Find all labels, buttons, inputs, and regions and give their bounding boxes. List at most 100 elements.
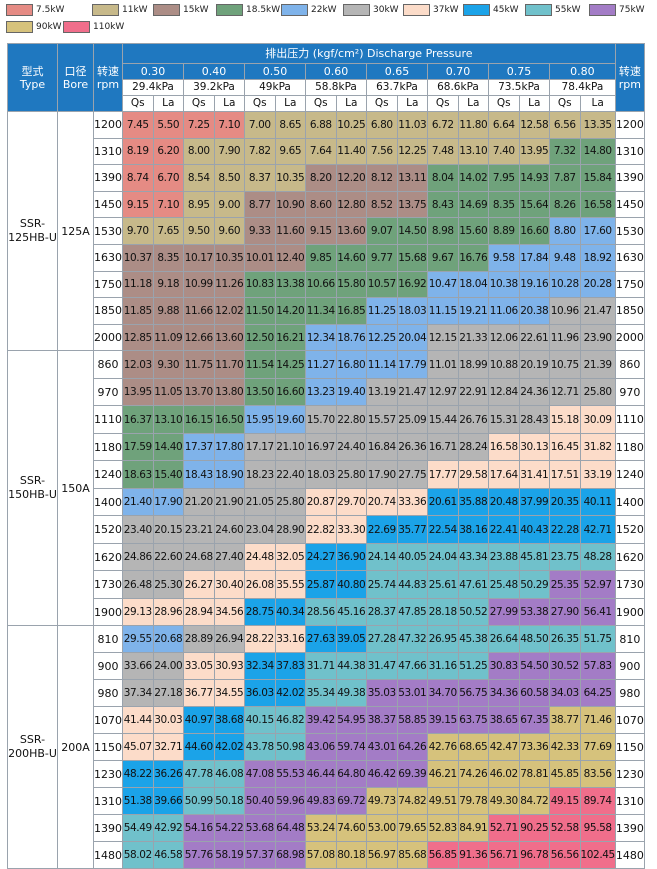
legend-label: 90kW — [36, 22, 62, 32]
qs-value: 42.47 — [488, 733, 520, 762]
qs-value: 21.40 — [122, 487, 154, 517]
la-value: 11.03 — [396, 111, 428, 139]
qs-value: 20.61 — [427, 487, 459, 517]
la-value: 59.74 — [335, 733, 367, 762]
la-value: 14.40 — [152, 432, 184, 462]
la-value: 79.65 — [396, 814, 428, 843]
la-value: 34.55 — [213, 679, 245, 708]
qs-value: 7.00 — [244, 111, 276, 139]
la-header: La — [518, 95, 550, 112]
legend-item: 30kW — [343, 3, 399, 17]
la-value: 91.36 — [457, 841, 489, 869]
model-cell: SSR- 125HB-U — [7, 110, 58, 352]
la-value: 85.68 — [396, 841, 428, 869]
qs-value: 15.70 — [305, 405, 337, 434]
legend-item: 22kW — [281, 3, 337, 17]
qs-value: 10.01 — [244, 243, 276, 272]
type-header: 型式 Type — [7, 43, 58, 112]
la-value: 64.25 — [579, 679, 616, 708]
qs-value: 20.48 — [488, 487, 520, 517]
qs-value: 7.45 — [122, 111, 154, 139]
legend-swatch — [6, 21, 33, 33]
qs-value: 7.95 — [488, 164, 520, 192]
la-value: 25.80 — [335, 460, 367, 489]
qs-value: 23.40 — [122, 515, 154, 544]
la-value: 16.76 — [457, 243, 489, 272]
qs-value: 16.15 — [183, 405, 215, 434]
qs-value: 12.15 — [427, 323, 459, 352]
rpm-cell: 1200 — [93, 111, 123, 139]
la-value: 21.39 — [579, 350, 616, 379]
qs-value: 9.67 — [427, 243, 459, 272]
qs-header: Qs — [183, 95, 215, 112]
rpm-cell-right: 1530 — [614, 217, 645, 245]
rpm-cell-right: 900 — [614, 652, 645, 681]
qs-value: 11.34 — [305, 297, 337, 325]
rpm-cell: 860 — [93, 350, 123, 379]
la-value: 9.30 — [152, 350, 184, 379]
qs-value: 8.74 — [122, 164, 154, 192]
qs-value: 43.78 — [244, 733, 276, 762]
la-value: 47.66 — [396, 652, 428, 681]
qs-value: 31.16 — [427, 652, 459, 681]
qs-value: 25.35 — [549, 570, 581, 599]
qs-value: 16.37 — [122, 405, 154, 434]
la-value: 10.35 — [213, 243, 245, 272]
qs-value: 40.97 — [183, 706, 215, 735]
la-value: 55.53 — [274, 760, 306, 789]
table-row: 1390 8.74 6.70 8.54 8.50 8.37 10.35 8.20 12.20 8.… — [8, 164, 645, 192]
table-row: 980 37.34 27.18 36.77 34.55 36.03 42.02 35.34 49… — [8, 679, 645, 708]
qs-value: 16.71 — [427, 432, 459, 462]
table-row: 1180 17.59 14.40 17.37 17.80 17.17 21.10 16.97 2… — [8, 432, 645, 462]
qs-value: 6.72 — [427, 111, 459, 139]
qs-value: 26.35 — [549, 625, 581, 654]
legend-swatch — [153, 4, 180, 16]
la-value: 44.83 — [396, 570, 428, 599]
legend-label: 110kW — [93, 22, 125, 32]
table-row: 1450 9.15 7.10 8.95 9.00 8.77 10.90 8.60 12.80 8.… — [8, 190, 645, 219]
la-value: 48.28 — [579, 542, 616, 572]
bore-cell: 125A — [57, 110, 94, 352]
la-value: 18.76 — [335, 323, 367, 352]
la-value: 10.90 — [274, 190, 306, 219]
qs-value: 47.78 — [183, 760, 215, 789]
qs-value: 20.87 — [305, 487, 337, 517]
la-value: 13.95 — [518, 137, 550, 166]
qs-value: 11.50 — [244, 297, 276, 325]
qs-value: 26.95 — [427, 625, 459, 654]
bore-cell: 200A — [57, 625, 94, 869]
qs-value: 57.37 — [244, 841, 276, 869]
table-row: 1230 48.22 36.26 47.78 46.08 47.08 55.53 46.44 6… — [8, 760, 645, 789]
la-value: 24.40 — [335, 432, 367, 462]
la-value: 16.60 — [518, 217, 550, 245]
la-value: 12.80 — [335, 190, 367, 219]
qs-value: 10.88 — [488, 350, 520, 379]
la-value: 52.97 — [579, 570, 616, 599]
la-value: 28.43 — [518, 405, 550, 434]
la-value: 14.20 — [274, 297, 306, 325]
qs-header: Qs — [305, 95, 337, 112]
la-value: 35.77 — [396, 515, 428, 544]
legend-label: 15kW — [183, 5, 209, 15]
table-row: SSR- 200HB-U 200A 810 29.55 20.68 28.89 26.94 28… — [7, 625, 645, 869]
qs-value: 10.57 — [366, 270, 398, 299]
la-value: 8.65 — [274, 111, 306, 139]
la-value: 17.90 — [152, 487, 184, 517]
table-row: 1400 21.40 17.90 21.20 21.90 21.05 25.80 20.87 2… — [8, 487, 645, 517]
la-value: 30.09 — [579, 405, 616, 434]
legend-swatch — [281, 4, 308, 16]
qs-value: 12.50 — [244, 323, 276, 352]
la-value: 19.40 — [335, 377, 367, 407]
qs-value: 10.83 — [244, 270, 276, 299]
qs-header: Qs — [488, 95, 520, 112]
qs-value: 49.83 — [305, 787, 337, 816]
la-value: 40.11 — [579, 487, 616, 517]
la-value: 18.99 — [457, 350, 489, 379]
qs-value: 38.77 — [549, 706, 581, 735]
qs-value: 36.03 — [244, 679, 276, 708]
la-value: 7.65 — [152, 217, 184, 245]
qs-value: 18.03 — [305, 460, 337, 489]
qs-value: 8.35 — [488, 190, 520, 219]
rpm-cell-right: 1070 — [614, 706, 645, 735]
qs-value: 26.08 — [244, 570, 276, 599]
